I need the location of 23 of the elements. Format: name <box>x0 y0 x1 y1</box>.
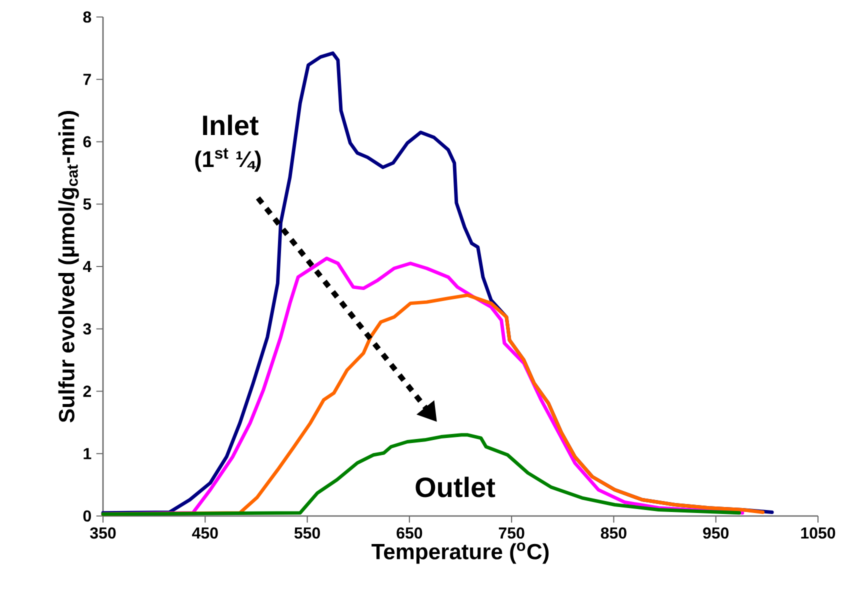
x-tick-label: 650 <box>396 527 422 539</box>
y-tick-label: 8 <box>83 11 92 23</box>
y-tick-label: 1 <box>84 448 92 460</box>
annotation: Outlet <box>416 476 496 498</box>
x-axis-title: Temperature ($^{o}$C) <box>372 542 549 564</box>
y-tick-label: 0 <box>83 510 91 522</box>
annotation: Inlet <box>203 114 258 136</box>
y-tick-label: 6 <box>83 136 92 148</box>
x-tick-label: 450 <box>192 527 218 539</box>
x-tick-label: 350 <box>90 527 116 539</box>
x-tick-label: 850 <box>600 527 626 539</box>
x-tick-label: 750 <box>498 527 524 539</box>
y-tick-label: 3 <box>83 323 92 335</box>
x-tick-label: 1050 <box>801 527 836 539</box>
y-tick-label: 7 <box>83 74 91 85</box>
y-tick-label: 4 <box>82 260 92 272</box>
y-axis-title: Sulfur evolved (µmol/g$_{cat}$-min) <box>58 111 79 422</box>
y-tick-label: 5 <box>83 198 92 210</box>
line-series <box>101 433 742 516</box>
x-tick-label: 950 <box>703 527 729 539</box>
annotation: (1$^{st}$ ¼) <box>195 148 261 172</box>
x-tick-label: 550 <box>294 527 320 539</box>
y-tick-label: 2 <box>83 386 91 397</box>
